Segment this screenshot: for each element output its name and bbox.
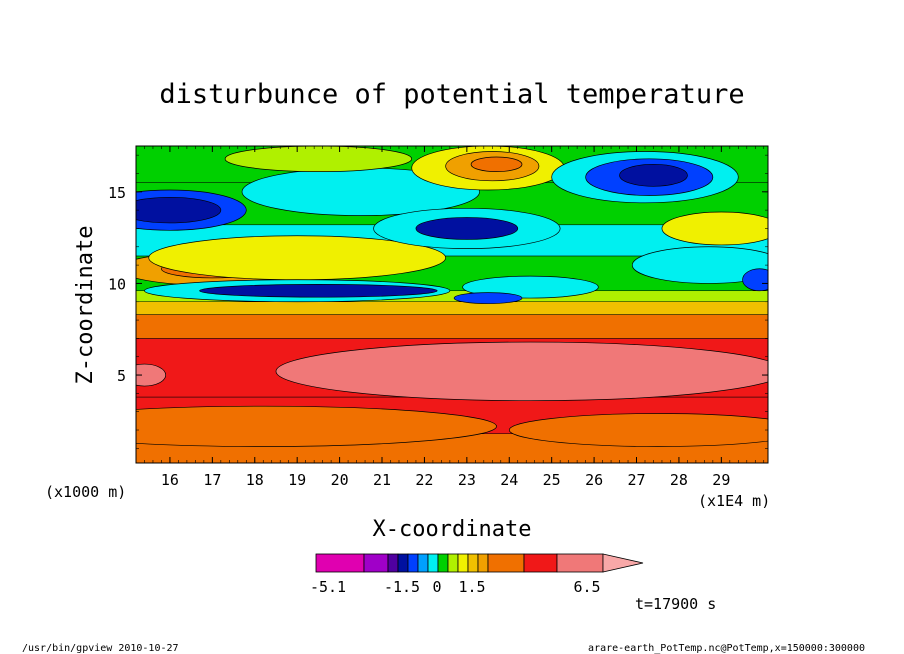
x-tick-label-28: 28 <box>670 471 688 489</box>
chart-title: disturbunce of potential temperature <box>159 79 744 110</box>
contour-region-10 <box>136 196 222 224</box>
colorbar-label-1: -1.5 <box>384 578 420 596</box>
colorbar-segment-5 <box>417 553 429 573</box>
y-tick-label-5: 5 <box>117 367 126 385</box>
plot-frame <box>135 145 769 464</box>
contour-region-14 <box>415 217 519 240</box>
x-axis: 16 17 18 19 20 21 22 23 24 25 26 27 28 29 <box>135 146 765 489</box>
colorbar-segment-10 <box>467 553 479 573</box>
x-tick-label-17: 17 <box>203 471 221 489</box>
y-axis: 5 10 15 <box>108 154 768 449</box>
footer-left: /usr/bin/gpview 2010-10-27 <box>22 643 179 654</box>
band-4 <box>136 301 768 315</box>
colorbar-segment-8 <box>447 553 459 573</box>
colorbar-segment-3 <box>397 553 409 573</box>
colorbar-label-0: -5.1 <box>310 578 346 596</box>
contour-region-1 <box>508 413 768 447</box>
y-tick-label-15: 15 <box>108 184 126 202</box>
contour-region-12 <box>224 146 413 172</box>
x-tick-label-27: 27 <box>627 471 645 489</box>
x-tick-label-20: 20 <box>331 471 349 489</box>
contour-region-3 <box>136 363 167 387</box>
x-axis-label: X-coordinate <box>373 517 532 542</box>
colorbar <box>315 553 644 573</box>
contour-region-25 <box>453 292 523 304</box>
x-tick-label-25: 25 <box>543 471 561 489</box>
colorbar-segment-2 <box>387 553 399 573</box>
y-tick-label-10: 10 <box>108 275 126 293</box>
colorbar-labels: -5.1 -1.5 0 1.5 6.5 <box>310 578 601 596</box>
blob-layer <box>136 146 768 447</box>
x-tick-label-16: 16 <box>161 471 179 489</box>
contour-region-22 <box>631 246 768 284</box>
x-tick-label-22: 22 <box>415 471 433 489</box>
x-tick-label-26: 26 <box>585 471 603 489</box>
contour-region-20 <box>619 163 688 187</box>
x-tick-label-21: 21 <box>373 471 391 489</box>
colorbar-segment-6 <box>427 553 439 573</box>
colorbar-segment-9 <box>457 553 469 573</box>
colorbar-segment-0 <box>315 553 365 573</box>
x-tick-label-29: 29 <box>712 471 730 489</box>
x-tick-label-18: 18 <box>246 471 264 489</box>
colorbar-arrow <box>602 553 644 573</box>
y-axis-label: Z-coordinate <box>73 226 98 385</box>
x-tick-label-23: 23 <box>458 471 476 489</box>
colorbar-segment-11 <box>477 553 489 573</box>
contour-region-8 <box>199 283 438 298</box>
x-tick-label-19: 19 <box>288 471 306 489</box>
contour-region-21 <box>661 211 768 246</box>
time-label: t=17900 s <box>635 595 716 613</box>
x-tick-label-24: 24 <box>500 471 518 489</box>
footer-right: arare-earth_PotTemp.nc@PotTemp,x=150000:… <box>588 643 865 654</box>
band-3 <box>136 314 768 339</box>
contour-region-0 <box>136 405 497 447</box>
colorbar-segment-1 <box>363 553 389 573</box>
contour-region-17 <box>470 156 523 173</box>
colorbar-segment-4 <box>407 553 419 573</box>
colorbar-segment-14 <box>556 553 604 573</box>
colorbar-segment-12 <box>487 553 525 573</box>
plot-area <box>136 146 768 463</box>
contour-region-2 <box>275 341 768 402</box>
x-unit-right: (x1E4 m) <box>698 492 770 510</box>
colorbar-label-4: 6.5 <box>573 578 600 596</box>
colorbar-label-2: 0 <box>432 578 441 596</box>
colorbar-segment-7 <box>437 553 449 573</box>
colorbar-segment-13 <box>523 553 558 573</box>
contour-region-23 <box>742 268 768 292</box>
x-unit-left: (x1000 m) <box>45 483 126 501</box>
colorbar-label-3: 1.5 <box>458 578 485 596</box>
